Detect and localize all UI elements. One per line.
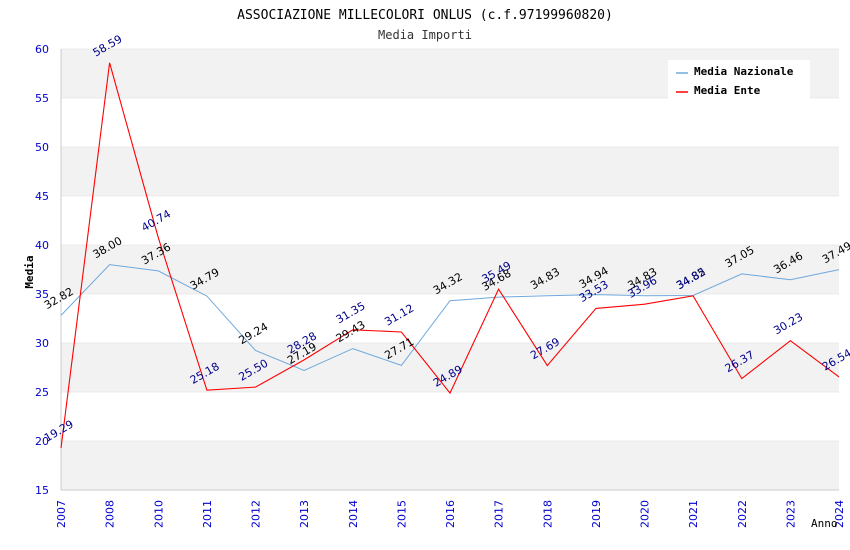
data-label: 31.12 bbox=[382, 302, 416, 329]
x-tick-labels: 2007 2008 2010 2011 2012 2013 2014 2015 2016 2017… bbox=[55, 500, 846, 528]
x-tick-label: 2022 bbox=[736, 500, 749, 528]
y-axis-label: Media bbox=[23, 255, 36, 288]
x-tick-label: 2017 bbox=[493, 500, 506, 528]
legend-label-media-ente: Media Ente bbox=[694, 84, 761, 97]
x-tick-label: 2008 bbox=[104, 500, 117, 528]
data-label: 30.23 bbox=[771, 310, 805, 337]
grid-band bbox=[61, 343, 839, 392]
series-line-media-ente bbox=[60, 62, 840, 449]
series-lines bbox=[60, 62, 840, 449]
data-label: 19.29 bbox=[42, 418, 76, 445]
x-tick-label: 2021 bbox=[687, 500, 700, 528]
y-tick-label: 40 bbox=[35, 239, 49, 252]
x-tick-label: 2020 bbox=[639, 500, 652, 528]
chart-subtitle: Media Importi bbox=[378, 28, 472, 42]
x-tick-label: 2018 bbox=[541, 500, 554, 528]
x-tick-label: 2019 bbox=[590, 500, 603, 528]
y-tick-label: 60 bbox=[35, 43, 49, 56]
grid-band bbox=[61, 147, 839, 196]
x-tick-label: 2013 bbox=[298, 500, 311, 528]
y-tick-label: 15 bbox=[35, 484, 49, 497]
x-tick-label: 2010 bbox=[152, 500, 165, 528]
x-tick-label: 2016 bbox=[444, 500, 457, 528]
legend: Media Nazionale Media Ente bbox=[668, 60, 810, 102]
axes bbox=[60, 49, 839, 491]
legend-box bbox=[668, 60, 810, 102]
y-tick-label: 55 bbox=[35, 92, 49, 105]
grid-band bbox=[61, 245, 839, 294]
background-bands bbox=[61, 49, 839, 490]
y-tick-label: 45 bbox=[35, 190, 49, 203]
chart-title: ASSOCIAZIONE MILLECOLORI ONLUS (c.f.9719… bbox=[237, 8, 613, 23]
x-tick-label: 2012 bbox=[250, 500, 263, 528]
x-tick-label: 2007 bbox=[55, 500, 68, 528]
x-tick-label: 2011 bbox=[201, 500, 214, 528]
y-tick-label: 20 bbox=[35, 435, 49, 448]
series-line-media-nazionale bbox=[60, 264, 840, 372]
y-tick-label: 35 bbox=[35, 288, 49, 301]
grid-lines bbox=[61, 48, 839, 491]
y-tick-label: 30 bbox=[35, 337, 49, 350]
legend-label-media-nazionale: Media Nazionale bbox=[694, 65, 794, 78]
x-tick-label: 2024 bbox=[833, 500, 846, 528]
x-tick-label: 2015 bbox=[395, 500, 408, 528]
x-axis-label: Anno bbox=[811, 517, 838, 530]
x-tick-label: 2023 bbox=[784, 500, 797, 528]
y-tick-labels: 15 20 25 30 35 40 45 50 55 60 bbox=[35, 43, 49, 497]
x-tick-label: 2014 bbox=[347, 500, 360, 528]
grid-band bbox=[61, 441, 839, 490]
y-tick-label: 50 bbox=[35, 141, 49, 154]
y-tick-label: 25 bbox=[35, 386, 49, 399]
